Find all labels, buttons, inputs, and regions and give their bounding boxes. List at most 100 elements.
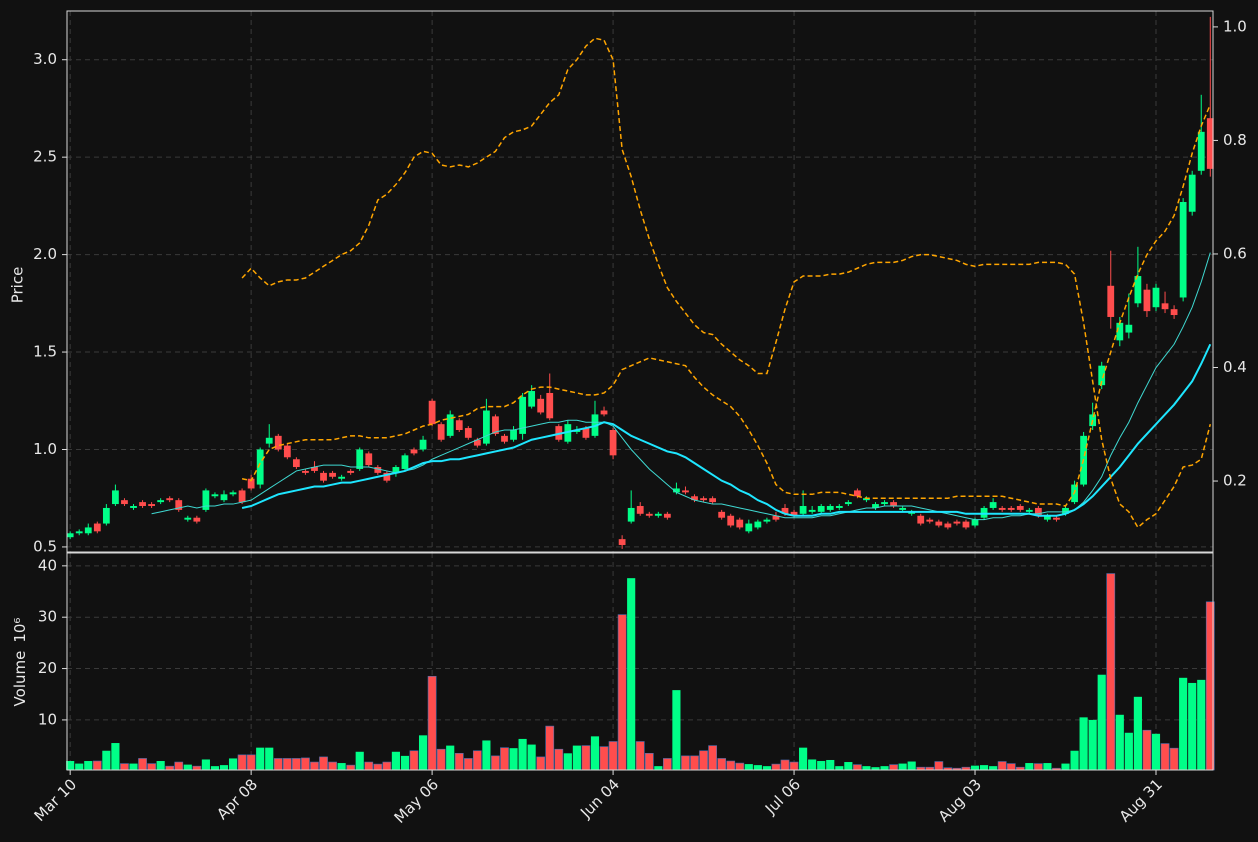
candle-body — [1016, 506, 1024, 510]
volume-bar — [907, 761, 916, 770]
candle-body — [220, 494, 228, 501]
volume-bar — [644, 753, 654, 771]
candle-body — [419, 439, 427, 450]
volume-bar — [310, 761, 319, 771]
volume-bar — [1160, 743, 1170, 771]
volume-bar — [808, 759, 817, 770]
volume-bar — [256, 747, 265, 770]
volume-bar — [210, 766, 220, 770]
volume-bar — [780, 759, 790, 771]
volume-bar — [1179, 677, 1188, 770]
candle-body — [1062, 507, 1069, 514]
candle-body — [311, 467, 318, 471]
y2-tick-label: 0.4 — [1223, 358, 1247, 376]
candle-body — [691, 496, 698, 501]
volume-bar — [1197, 679, 1206, 770]
volume-bar — [472, 750, 482, 771]
volume-bar — [681, 755, 690, 771]
dashed-line — [241, 104, 1211, 507]
candle-body — [700, 498, 707, 501]
volume-bar — [500, 747, 509, 771]
candle-body — [392, 467, 400, 473]
volume-bar — [735, 762, 745, 771]
candle-body — [781, 507, 789, 514]
volume-bar — [427, 675, 437, 771]
volume-tick-label: 30 — [38, 608, 57, 626]
candle-body — [1197, 131, 1205, 171]
volume-bar — [138, 758, 147, 771]
volume-bar — [301, 757, 310, 771]
candle-body — [1107, 285, 1115, 317]
volume-bar — [1133, 696, 1142, 770]
volume-bar — [237, 754, 247, 771]
candle-body — [1143, 289, 1151, 312]
volume-bar — [1061, 763, 1070, 770]
volume-bar — [590, 736, 600, 770]
volume-bar — [599, 746, 609, 771]
y-tick-label: 2.5 — [33, 148, 57, 166]
volume-bar — [898, 763, 907, 770]
candle-body — [808, 509, 816, 512]
volume-bar — [1169, 747, 1179, 771]
volume-bar — [192, 765, 202, 771]
volume-bar — [690, 755, 699, 771]
moving-average-line — [241, 343, 1212, 517]
candle-body — [799, 506, 807, 514]
volume-panel-frame — [66, 552, 1214, 771]
candle-body — [292, 459, 300, 468]
y-tick-label: 0.5 — [33, 537, 57, 555]
volume-bar — [1006, 763, 1016, 771]
volume-bar — [364, 761, 374, 771]
candle-body — [709, 498, 717, 503]
candle-body — [247, 478, 255, 489]
volume-bar — [844, 762, 853, 770]
volume-bar — [617, 614, 627, 771]
volume-bar — [1025, 763, 1034, 770]
candle-body — [1152, 287, 1160, 308]
volume-bar — [536, 756, 546, 771]
candle-body — [899, 507, 907, 510]
candle-body — [347, 470, 355, 473]
volume-bar — [75, 763, 84, 770]
candle-body — [718, 511, 726, 518]
volume-bar — [355, 751, 364, 770]
volume-bar — [997, 761, 1007, 771]
candle-body — [1206, 118, 1214, 169]
volume-bar — [201, 759, 210, 770]
candle-body — [1134, 276, 1142, 304]
candle-body — [274, 435, 282, 450]
candle-body — [93, 523, 101, 532]
volume-bar — [328, 761, 337, 771]
candle-body — [329, 472, 336, 477]
candle-body — [184, 517, 192, 520]
volume-bar — [436, 748, 446, 771]
volume-bar — [174, 761, 184, 771]
candle-body — [1170, 309, 1178, 316]
volume-bar — [319, 756, 328, 771]
candle-body — [166, 498, 174, 501]
volume-bar — [817, 761, 826, 770]
volume-bar — [265, 747, 274, 770]
volume-bar — [762, 766, 771, 770]
volume-axis-label: Volume 10⁶ — [11, 618, 29, 707]
volume-bar — [934, 761, 944, 771]
volume-bar — [663, 758, 672, 771]
candle-body — [826, 506, 834, 510]
candle-body — [157, 500, 165, 503]
candle-body — [374, 467, 382, 473]
candle-body — [989, 502, 997, 508]
volume-bar — [853, 764, 862, 771]
candle-body — [229, 492, 237, 495]
y2-tick-label: 1.0 — [1223, 17, 1247, 35]
volume-bar — [771, 763, 781, 771]
candle-body — [817, 506, 825, 512]
candle-body — [501, 435, 508, 442]
y-tick-label: 3.0 — [33, 50, 57, 68]
candle-body — [338, 476, 346, 479]
volume-bar — [228, 758, 238, 770]
candle-body — [654, 513, 662, 516]
candle-body — [356, 449, 364, 469]
candle-body — [663, 513, 671, 518]
